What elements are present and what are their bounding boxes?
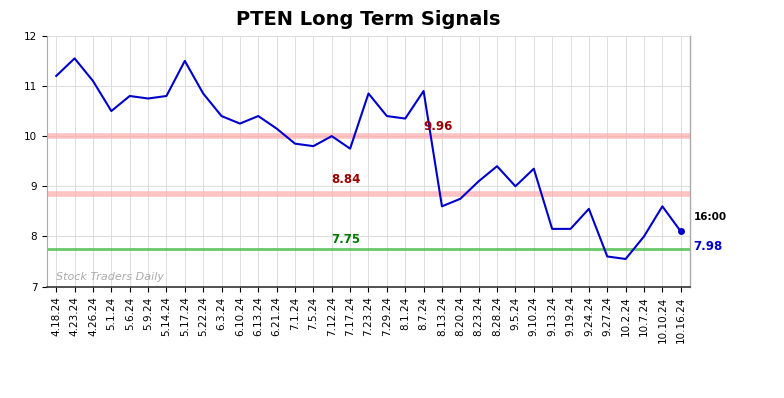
Text: 7.75: 7.75 xyxy=(332,233,361,246)
Text: Stock Traders Daily: Stock Traders Daily xyxy=(56,271,164,281)
Text: 7.98: 7.98 xyxy=(694,240,723,254)
Title: PTEN Long Term Signals: PTEN Long Term Signals xyxy=(236,10,501,29)
Text: 8.84: 8.84 xyxy=(332,173,361,186)
Text: 16:00: 16:00 xyxy=(694,213,727,222)
Text: 9.96: 9.96 xyxy=(423,119,453,133)
